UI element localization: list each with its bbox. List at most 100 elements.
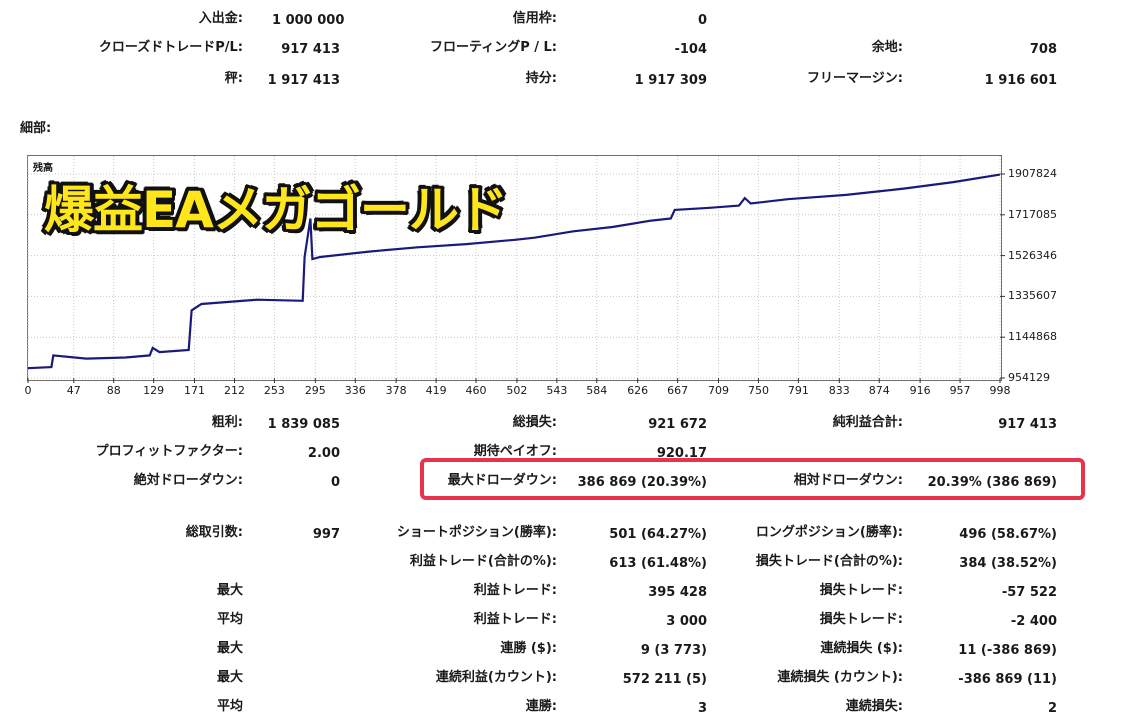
x-tick-label: 667 bbox=[667, 384, 689, 397]
floating-pl-label: フローティングP / L: bbox=[429, 40, 557, 55]
net-profit-label: 純利益合計: bbox=[832, 415, 903, 430]
long-positions-value: 496 (58.67%) bbox=[959, 527, 1057, 542]
x-tick-label: 833 bbox=[828, 384, 850, 397]
x-tick-label: 502 bbox=[506, 384, 528, 397]
max-cons-loss-value: -386 869 (11) bbox=[958, 672, 1057, 687]
expected-payoff-label: 期待ペイオフ: bbox=[473, 444, 557, 459]
x-tick-label: 791 bbox=[787, 384, 809, 397]
max-cons-losses-label: 連続損失 ($): bbox=[820, 641, 903, 656]
x-tick-label: 626 bbox=[627, 384, 649, 397]
x-tick-label: 88 bbox=[106, 384, 121, 397]
short-positions-value: 501 (64.27%) bbox=[609, 527, 707, 542]
x-tick-label: 253 bbox=[263, 384, 285, 397]
x-tick-label: 874 bbox=[868, 384, 890, 397]
x-tick-label: 0 bbox=[24, 384, 32, 397]
overlay-title: 爆益EAメガゴールド bbox=[44, 181, 508, 239]
x-tick-label: 916 bbox=[909, 384, 931, 397]
expected-payoff-value: 920.17 bbox=[656, 446, 707, 461]
max-drawdown-value: 386 869 (20.39%) bbox=[577, 475, 707, 490]
free-margin-value: 1 916 601 bbox=[984, 73, 1057, 88]
y-tick-label: 1335607 bbox=[1008, 289, 1057, 303]
floating-pl-value: -104 bbox=[674, 42, 707, 57]
balance-label: 秤: bbox=[224, 71, 243, 86]
avg-loss-label: 損失トレード: bbox=[819, 612, 903, 627]
x-tick-label: 336 bbox=[344, 384, 366, 397]
margin-value: 708 bbox=[1029, 42, 1057, 57]
avg-loss-value: -2 400 bbox=[1010, 614, 1057, 629]
y-tick-label: 1526346 bbox=[1008, 248, 1057, 262]
y-tick-label: 1717085 bbox=[1008, 207, 1057, 221]
profit-trades-value: 613 (61.48%) bbox=[609, 556, 707, 571]
average-consecutive-row-label: 平均 bbox=[216, 699, 243, 714]
x-tick-label: 295 bbox=[304, 384, 326, 397]
max-cons-profit-label: 連続利益(カウント): bbox=[435, 670, 557, 685]
closed-pl-value: 917 413 bbox=[281, 42, 340, 57]
profit-factor-value: 2.00 bbox=[307, 446, 340, 461]
total-trades-label: 総取引数: bbox=[185, 525, 243, 540]
gross-loss-label: 総損失: bbox=[512, 415, 557, 430]
profit-trades-label: 利益トレード(合計の%): bbox=[409, 554, 557, 569]
deposit-value: 1 000 000 bbox=[272, 13, 345, 28]
rel-drawdown-label: 相対ドローダウン: bbox=[793, 473, 903, 488]
avg-cons-wins-label: 連勝: bbox=[525, 699, 557, 714]
avg-cons-wins-value: 3 bbox=[697, 701, 707, 716]
equity-label: 持分: bbox=[525, 71, 557, 86]
max-cons-losses-value: 11 (-386 869) bbox=[958, 643, 1057, 658]
max-cons-loss-label: 連続損失 (カウント): bbox=[777, 670, 903, 685]
average-row-label: 平均 bbox=[216, 612, 243, 627]
largest-loss-label: 損失トレード: bbox=[819, 583, 903, 598]
rel-drawdown-value: 20.39% (386 869) bbox=[927, 475, 1057, 490]
avg-profit-value: 3 000 bbox=[666, 614, 707, 629]
avg-cons-losses-value: 2 bbox=[1047, 701, 1057, 716]
long-positions-label: ロングポジション(勝率): bbox=[755, 525, 903, 540]
largest-loss-value: -57 522 bbox=[1001, 585, 1057, 600]
short-positions-label: ショートポジション(勝率): bbox=[396, 525, 557, 540]
abs-drawdown-label: 絶対ドローダウン: bbox=[133, 473, 243, 488]
total-trades-value: 997 bbox=[312, 527, 340, 542]
loss-trades-label: 損失トレード(合計の%): bbox=[755, 554, 903, 569]
x-tick-label: 998 bbox=[989, 384, 1011, 397]
net-profit-value: 917 413 bbox=[998, 417, 1057, 432]
y-tick-label: 1144868 bbox=[1008, 330, 1057, 344]
deposit-label: 入出金: bbox=[198, 11, 243, 26]
max-consecutive-row-label: 最大 bbox=[216, 641, 243, 656]
x-tick-label: 47 bbox=[66, 384, 81, 397]
chart-balance-label: 残高 bbox=[33, 163, 53, 174]
largest-profit-label: 利益トレード: bbox=[473, 583, 557, 598]
profit-factor-label: プロフィットファクター: bbox=[95, 444, 243, 459]
max-cons-wins-label: 連勝 ($): bbox=[500, 641, 557, 656]
gross-profit-label: 粗利: bbox=[211, 415, 243, 430]
largest-profit-value: 395 428 bbox=[648, 585, 707, 600]
avg-profit-label: 利益トレード: bbox=[473, 612, 557, 627]
closed-pl-label: クローズドトレードP/L: bbox=[98, 40, 243, 55]
max-drawdown-label: 最大ドローダウン: bbox=[447, 473, 557, 488]
credit-label: 信用枠: bbox=[512, 11, 557, 26]
x-tick-label: 584 bbox=[586, 384, 608, 397]
x-tick-label: 460 bbox=[465, 384, 487, 397]
credit-value: 0 bbox=[697, 13, 707, 28]
x-tick-label: 419 bbox=[425, 384, 447, 397]
max-consecutive-count-row-label: 最大 bbox=[216, 670, 243, 685]
free-margin-label: フリーマージン: bbox=[807, 71, 903, 86]
balance-series-line bbox=[27, 173, 1001, 370]
balance-value: 1 917 413 bbox=[267, 73, 340, 88]
balance-chart-svg bbox=[27, 156, 1005, 383]
x-tick-label: 129 bbox=[143, 384, 165, 397]
x-tick-label: 378 bbox=[385, 384, 407, 397]
equity-value: 1 917 309 bbox=[634, 73, 707, 88]
margin-label: 余地: bbox=[871, 40, 903, 55]
y-tick-label: 1907824 bbox=[1008, 167, 1057, 180]
x-tick-label: 750 bbox=[747, 384, 769, 397]
gross-loss-value: 921 672 bbox=[648, 417, 707, 432]
details-heading: 細部: bbox=[20, 121, 52, 136]
gross-profit-value: 1 839 085 bbox=[267, 417, 340, 432]
x-tick-label: 212 bbox=[223, 384, 245, 397]
x-tick-label: 957 bbox=[949, 384, 971, 397]
loss-trades-value: 384 (38.52%) bbox=[959, 556, 1057, 571]
y-tick-label: 954129 bbox=[1008, 371, 1050, 384]
max-cons-wins-value: 9 (3 773) bbox=[640, 643, 707, 658]
x-tick-label: 543 bbox=[546, 384, 568, 397]
max-cons-profit-value: 572 211 (5) bbox=[622, 672, 707, 687]
avg-cons-losses-label: 連続損失: bbox=[845, 699, 903, 714]
x-tick-label: 709 bbox=[708, 384, 730, 397]
